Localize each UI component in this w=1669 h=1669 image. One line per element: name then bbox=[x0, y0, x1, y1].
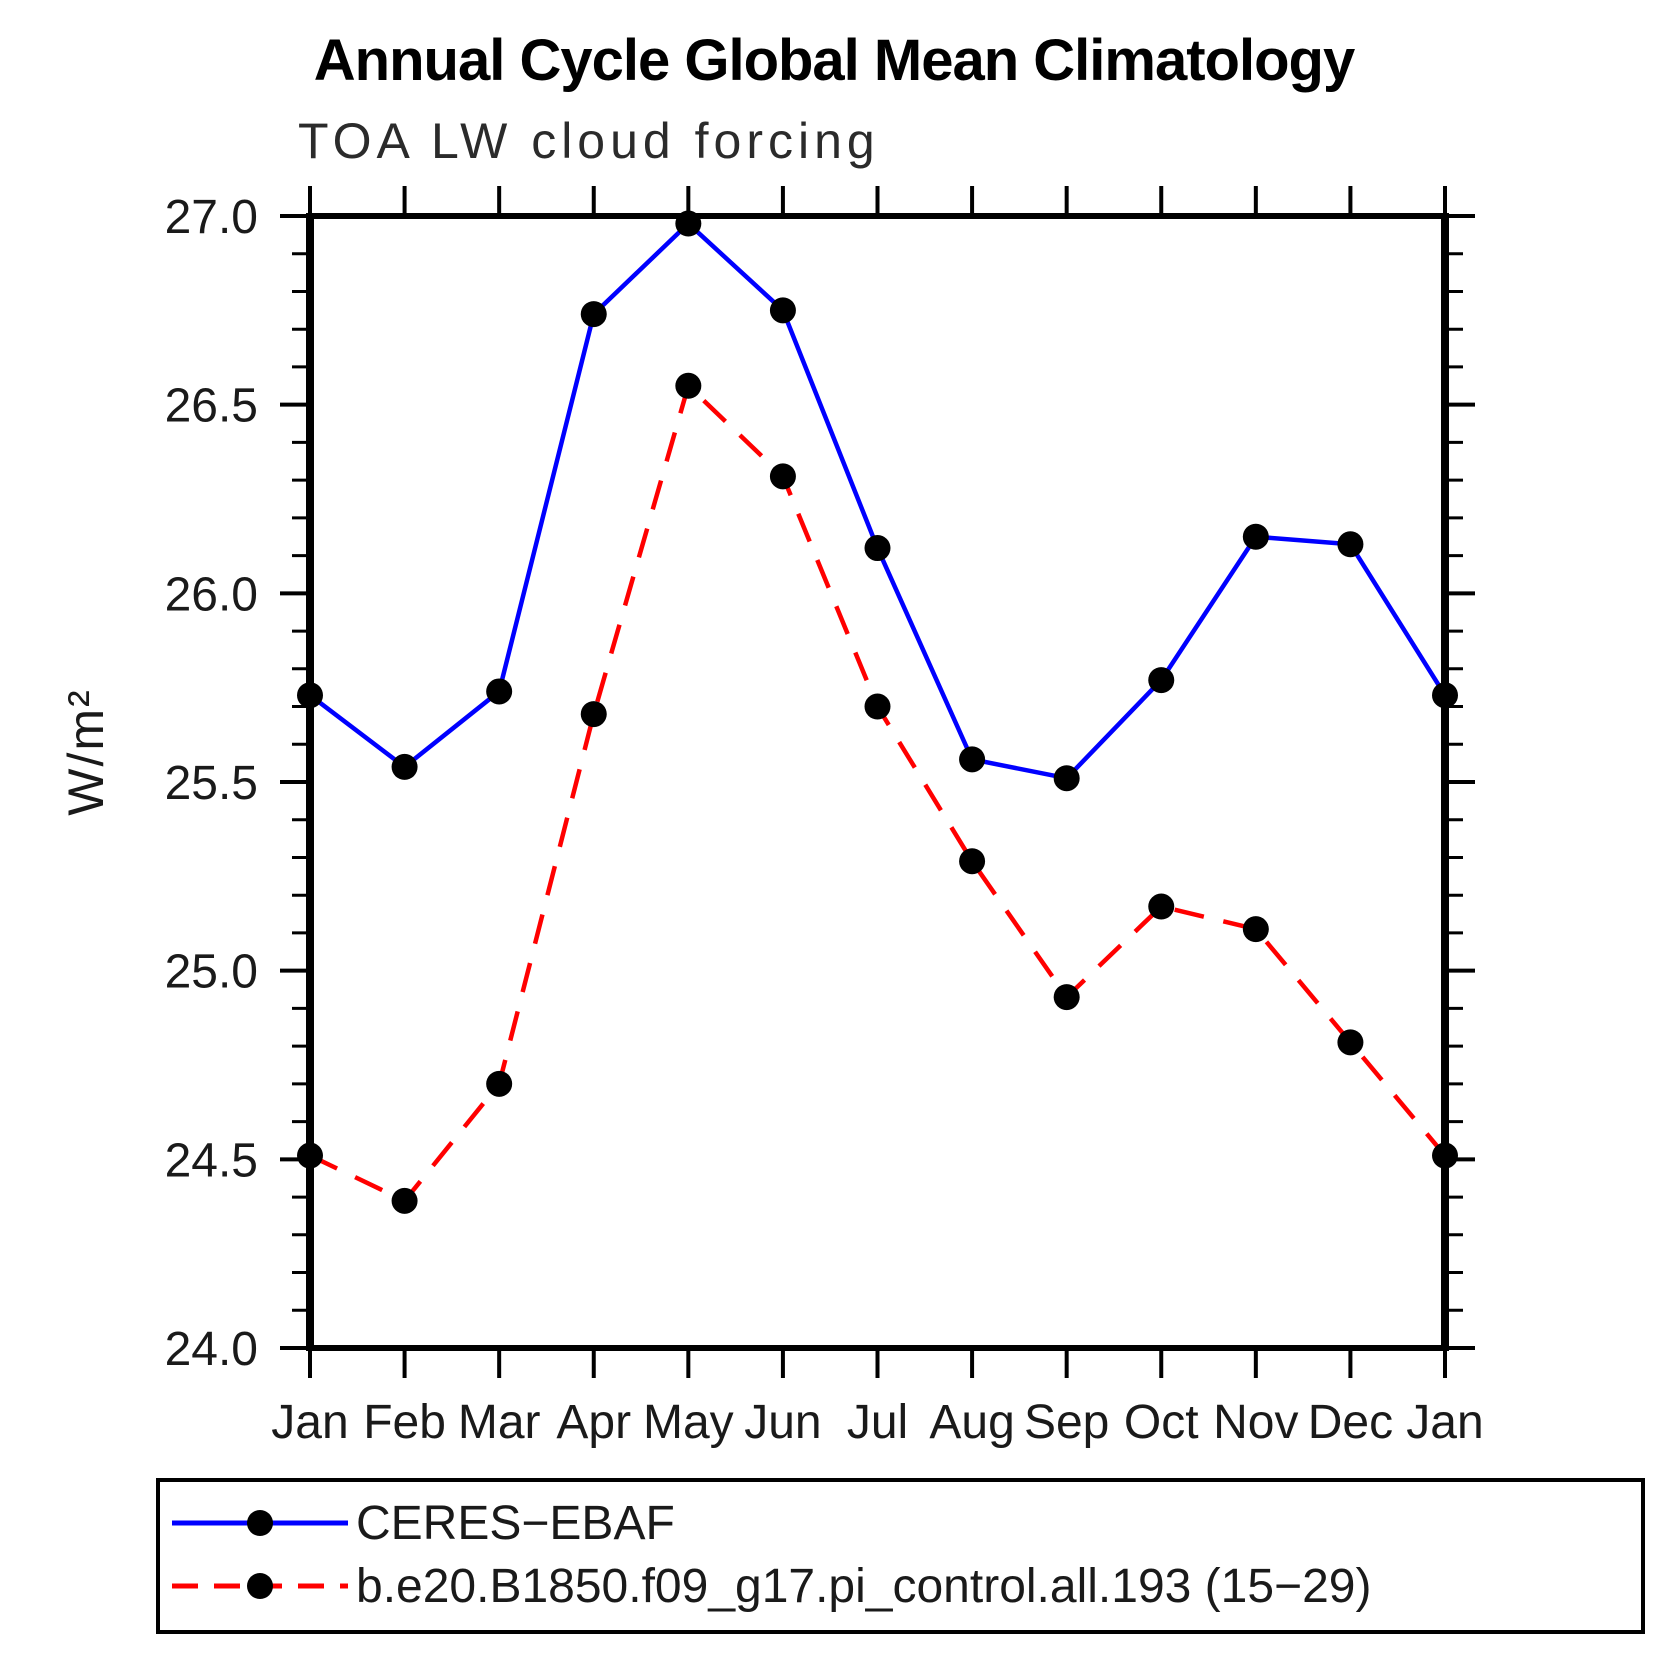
data-point bbox=[1242, 916, 1269, 943]
x-axis-tick-label: Jan bbox=[1406, 1396, 1483, 1449]
data-point bbox=[486, 678, 513, 705]
y-axis-tick-label: 25.5 bbox=[165, 757, 258, 810]
data-point bbox=[675, 372, 702, 399]
x-axis-tick-label: Apr bbox=[556, 1396, 631, 1449]
data-point bbox=[391, 1187, 418, 1214]
data-point bbox=[1148, 893, 1175, 920]
data-point bbox=[1242, 523, 1269, 550]
series-line-1 bbox=[309, 383, 1447, 1204]
legend-box bbox=[156, 1478, 1645, 1634]
legend-label-1: b.e20.B1850.f09_g17.pi_control.all.193 (… bbox=[356, 1560, 1371, 1613]
y-axis-tick-label: 24.0 bbox=[165, 1323, 258, 1376]
legend-marker-0 bbox=[247, 1510, 273, 1536]
data-point bbox=[769, 297, 796, 324]
data-point bbox=[864, 693, 891, 720]
data-point bbox=[675, 210, 702, 237]
chart-subtitle: TOA LW cloud forcing bbox=[298, 113, 880, 169]
data-point bbox=[959, 848, 986, 875]
data-point bbox=[1337, 531, 1364, 558]
x-axis-tick-label: Nov bbox=[1213, 1396, 1298, 1449]
x-axis-tick-label: May bbox=[643, 1396, 734, 1449]
legend: CERES−EBAF b.e20.B1850.f09_g17.pi_control… bbox=[156, 1478, 1645, 1634]
data-point bbox=[1432, 682, 1458, 709]
data-point bbox=[769, 463, 796, 490]
axes: Jan Feb Mar Apr May Jun Jul Aug Sep Oct Nov Dec Jan2… bbox=[165, 186, 1484, 1449]
x-axis-tick-label: Aug bbox=[929, 1396, 1014, 1449]
data-point bbox=[297, 682, 323, 709]
x-axis-tick-label: Jun bbox=[744, 1396, 821, 1449]
data-point bbox=[1337, 1029, 1364, 1056]
y-axis-tick-label: 26.0 bbox=[165, 568, 258, 621]
data-point bbox=[297, 1142, 323, 1169]
x-axis-tick-label: Jul bbox=[847, 1396, 908, 1449]
data-point bbox=[1148, 667, 1175, 694]
x-axis-tick-label: Dec bbox=[1308, 1396, 1393, 1449]
x-axis-tick-label: Oct bbox=[1124, 1396, 1199, 1449]
data-point bbox=[864, 535, 891, 562]
series-lines bbox=[297, 210, 1458, 1214]
y-axis-tick-label: 27.0 bbox=[165, 191, 258, 244]
y-axis-tick-label: 25.0 bbox=[165, 946, 258, 999]
data-point bbox=[1053, 984, 1080, 1011]
data-point bbox=[391, 753, 418, 780]
x-axis-tick-label: Jan bbox=[271, 1396, 348, 1449]
y-axis-tick-label: 24.5 bbox=[165, 1134, 258, 1187]
x-axis-tick-label: Feb bbox=[363, 1396, 446, 1449]
data-point bbox=[486, 1070, 513, 1097]
chart-title: Annual Cycle Global Mean Climatology bbox=[314, 28, 1355, 93]
y-axis-tick-label: 26.5 bbox=[165, 380, 258, 433]
legend-marker-1 bbox=[247, 1573, 273, 1599]
data-point bbox=[580, 701, 607, 728]
data-point bbox=[959, 746, 986, 773]
y-axis-label: W/m² bbox=[58, 688, 114, 815]
x-axis-tick-label: Sep bbox=[1024, 1396, 1109, 1449]
data-point bbox=[580, 301, 607, 328]
x-axis-tick-label: Mar bbox=[458, 1396, 541, 1449]
data-point bbox=[1432, 1142, 1458, 1169]
plot-frame bbox=[307, 213, 1448, 1351]
legend-label-0: CERES−EBAF bbox=[356, 1497, 675, 1550]
data-point bbox=[1053, 765, 1080, 792]
